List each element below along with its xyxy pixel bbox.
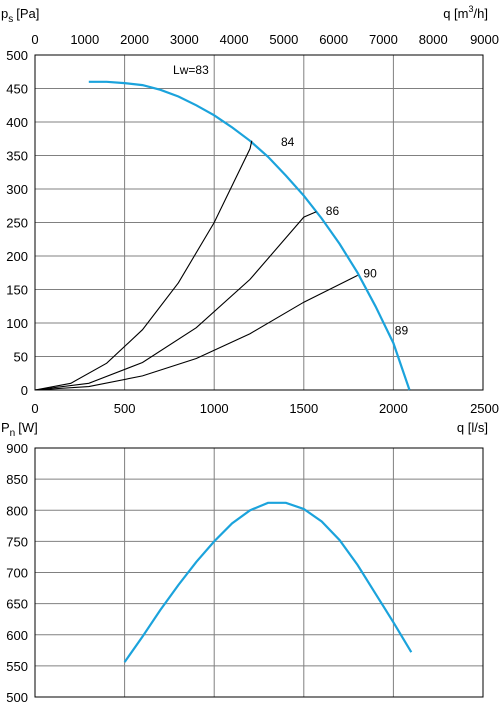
pressure-curves — [34, 80, 411, 391]
airflow-ls-axis-label: q [l/s] — [457, 420, 488, 435]
airflow-ls-tick-label: 2000 — [379, 401, 408, 416]
pressure-chart-grid — [34, 54, 484, 391]
pressure-tick-label: 300 — [6, 182, 28, 197]
curve-annotation: Lw=83 — [173, 63, 209, 77]
pressure-tick-label: 200 — [6, 249, 28, 264]
airflow-m3h-tick-label: 5000 — [269, 32, 298, 47]
pressure-tick-label: 500 — [6, 48, 28, 63]
airflow-ls-tick-label: 1500 — [289, 401, 318, 416]
curve-annotation: 86 — [326, 204, 340, 218]
fan-pressure-curve — [88, 80, 411, 391]
power-plot-frame — [34, 447, 484, 698]
system-curve — [34, 274, 358, 391]
airflow-m3h-tick-label: 0 — [31, 32, 38, 47]
curve-annotation: 90 — [363, 266, 377, 280]
power-tick-label: 650 — [6, 597, 28, 612]
power-tick-label: 900 — [6, 441, 28, 456]
pressure-axis-label: ps [Pa] — [1, 6, 39, 25]
curve-annotation: 89 — [395, 323, 409, 337]
airflow-m3h-tick-label: 9000 — [470, 32, 499, 47]
pressure-plot-frame — [34, 54, 484, 391]
airflow-ls-tick-label: 1000 — [200, 401, 229, 416]
power-axis-label: Pn [W] — [1, 420, 38, 439]
power-tick-label: 700 — [6, 566, 28, 581]
airflow-m3h-axis-label: q [m3/h] — [443, 4, 488, 21]
pressure-tick-label: 50 — [14, 350, 28, 365]
pressure-tick-label: 450 — [6, 82, 28, 97]
airflow-m3h-tick-label: 4000 — [220, 32, 249, 47]
airflow-ls-tick-label: 0 — [31, 401, 38, 416]
curve-annotation: 84 — [281, 135, 295, 149]
airflow-m3h-tick-label: 3000 — [170, 32, 199, 47]
airflow-m3h-tick-label: 1000 — [70, 32, 99, 47]
power-curves — [123, 501, 413, 663]
pressure-tick-label: 100 — [6, 316, 28, 331]
system-curve — [34, 140, 253, 391]
power-tick-label: 500 — [6, 690, 28, 705]
power-chart-grid — [34, 447, 484, 698]
power-tick-label: 600 — [6, 628, 28, 643]
power-tick-label: 550 — [6, 659, 28, 674]
curve-annotations: Lw=83 84 86 90 89 — [173, 63, 408, 338]
system-curve — [34, 211, 317, 391]
pressure-tick-label: 350 — [6, 149, 28, 164]
power-curve — [123, 501, 413, 663]
pressure-tick-label: 250 — [6, 216, 28, 231]
airflow-m3h-tick-label: 6000 — [319, 32, 348, 47]
power-tick-label: 750 — [6, 534, 28, 549]
pressure-tick-label: 400 — [6, 115, 28, 130]
airflow-m3h-tick-label: 7000 — [369, 32, 398, 47]
pressure-tick-label: 150 — [6, 283, 28, 298]
airflow-ls-tick-label: 2500 — [470, 401, 499, 416]
power-tick-label: 850 — [6, 472, 28, 487]
airflow-m3h-tick-label: 8000 — [419, 32, 448, 47]
airflow-m3h-tick-label: 2000 — [120, 32, 149, 47]
power-tick-label: 800 — [6, 503, 28, 518]
airflow-ls-tick-label: 500 — [114, 401, 136, 416]
pressure-tick-label: 0 — [21, 383, 28, 398]
